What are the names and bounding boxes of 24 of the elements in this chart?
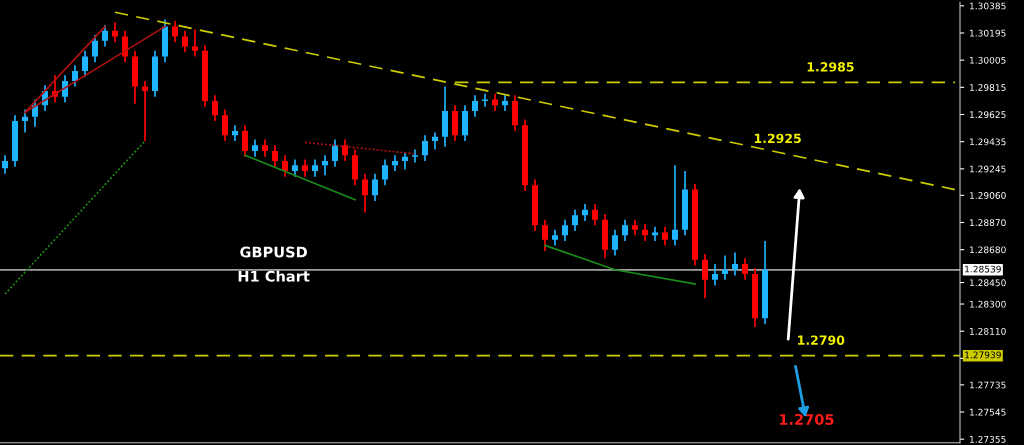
y-tick-label: 1.30195	[970, 29, 1006, 37]
y-tick-label: 1.29060	[970, 192, 1006, 199]
annotation: GBPUSD	[240, 246, 307, 258]
y-tick-label: 1.28680	[970, 246, 1006, 254]
annotation: 1.2705	[779, 413, 834, 425]
y-tick-label: 1.28300	[970, 300, 1006, 308]
y-tick-label: 1.30005	[970, 56, 1006, 64]
y-tick-label: 1.28110	[970, 327, 1006, 335]
ref-line-label: 1.28539	[965, 265, 1001, 273]
y-tick-label: 1.27735	[970, 381, 1006, 389]
y-tick-label: 1.29625	[970, 111, 1006, 119]
annotation: H1 Chart	[238, 270, 310, 282]
annotation: 1.2985	[807, 62, 854, 72]
y-tick-label: 1.29815	[970, 84, 1006, 91]
y-tick-label: 1.27355	[970, 435, 1006, 443]
annotation: 1.2925	[754, 133, 801, 144]
annotation: 1.2790	[798, 335, 845, 345]
y-tick-label: 1.29245	[970, 165, 1006, 173]
y-tick-label: 1.28450	[970, 279, 1006, 287]
ref-line-label: 1.27939	[965, 351, 1001, 359]
y-tick-label: 1.28870	[970, 219, 1006, 227]
y-tick-label: 1.27545	[970, 408, 1006, 416]
y-tick-label: 1.30385	[970, 2, 1006, 10]
y-tick-label: 1.29435	[970, 138, 1006, 146]
